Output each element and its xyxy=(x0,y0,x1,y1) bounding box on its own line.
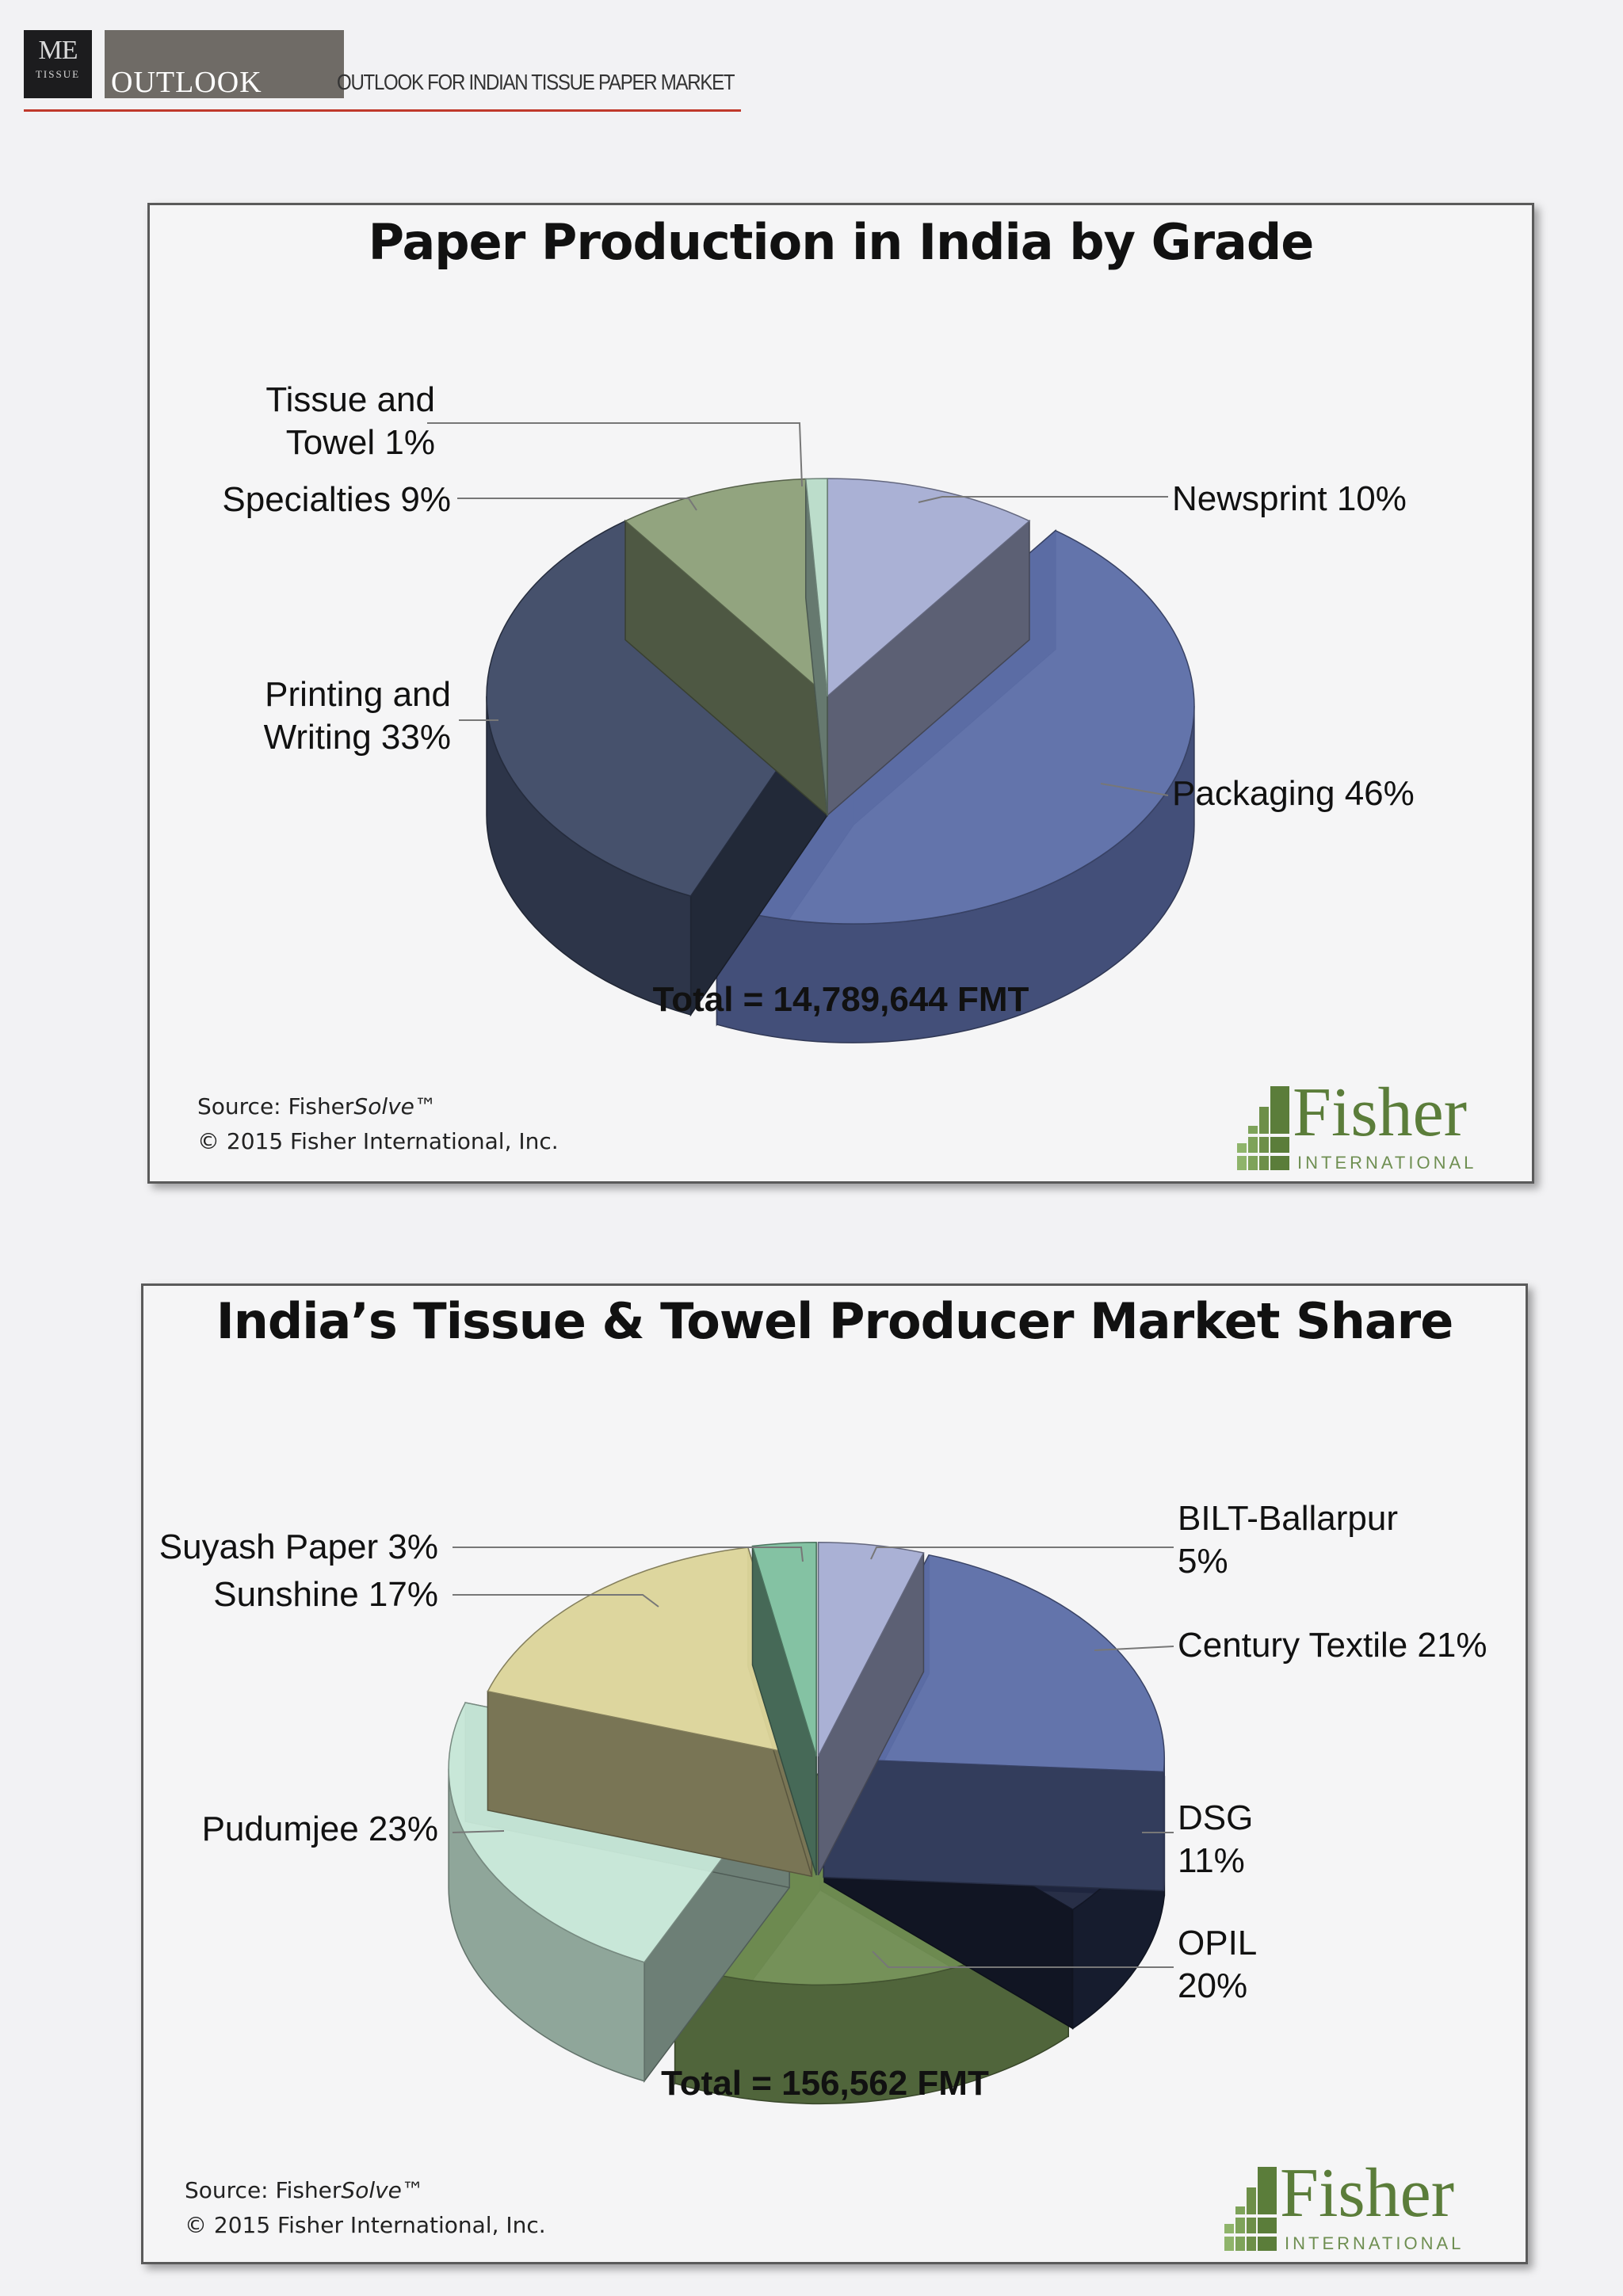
slice-label-newsprint: Newsprint 10% xyxy=(1172,479,1407,518)
fisher-subtitle: INTERNATIONAL xyxy=(1297,1153,1477,1173)
leader-line-pudumjee xyxy=(452,1830,505,1833)
chart-panel-paper-production: Paper Production in India by Grade Newsp… xyxy=(147,203,1534,1184)
slice-label-opil: OPIL 20% xyxy=(1178,1924,1257,2005)
copyright: © 2015 Fisher International, Inc. xyxy=(185,2212,546,2238)
fisher-wordmark: Fisher xyxy=(1293,1074,1467,1151)
pie-chart-paper-production: Newsprint 10% Packaging 46% Printing and Wr… xyxy=(222,380,1415,1043)
leader-line-opil xyxy=(872,1951,1174,1968)
section-tag: OUTLOOK xyxy=(105,30,344,98)
fisher-logo: Fisher INTERNATIONAL xyxy=(1223,2155,1476,2260)
chart-title: Paper Production in India by Grade xyxy=(368,213,1315,271)
chart-title: India’s Tissue & Towel Producer Market S… xyxy=(216,1292,1454,1350)
source-prefix: Source: Fisher xyxy=(197,1093,354,1119)
chart-total: Total = 156,562 FMT xyxy=(661,2064,989,2103)
slice-label-specialties: Specialties 9% xyxy=(222,480,451,519)
leader-line-packaging xyxy=(1100,783,1169,796)
leader-line-newsprint xyxy=(918,496,1168,503)
pie-slice-suyash-paper xyxy=(751,1541,817,1875)
fisher-bars-icon xyxy=(1235,1086,1291,1170)
source-note: Source: FisherSolve™ © 2015 Fisher Inter… xyxy=(197,1089,559,1159)
slice-label-packaging: Packaging 46% xyxy=(1172,774,1415,813)
source-tm: ™ xyxy=(414,1093,437,1119)
pie-slice-newsprint xyxy=(827,478,1031,817)
source-note: Source: FisherSolve™ © 2015 Fisher Inter… xyxy=(185,2173,546,2243)
pie-slice-tissue-and-towel xyxy=(804,478,828,816)
chart-total: Total = 14,789,644 FMT xyxy=(652,980,1029,1019)
source-italic: Solve xyxy=(341,2177,402,2203)
masthead: ME TISSUE OUTLOOK OUTLOOK FOR INDIAN TIS… xyxy=(24,30,745,117)
slice-label-bilt-ballarpur: BILT-Ballarpur 5% xyxy=(1178,1499,1398,1581)
pie-chart-tissue-market-share: BILT-Ballarpur 5% Century Textile 21% DSG 11… xyxy=(159,1499,1487,2105)
source-prefix: Source: Fisher xyxy=(185,2177,342,2203)
slice-label-dsg: DSG 11% xyxy=(1178,1798,1253,1880)
slice-label-sunshine: Sunshine 17% xyxy=(213,1575,438,1614)
fisher-wordmark: Fisher xyxy=(1280,2155,1454,2232)
slice-label-printing-and-writing: Printing and Writing 33% xyxy=(264,675,451,757)
pie-slice-bilt-ballarpur xyxy=(817,1542,925,1876)
source-tm: ™ xyxy=(401,2177,424,2203)
leader-line-suyash-paper xyxy=(453,1547,804,1562)
slice-label-tissue-and-towel: Tissue and Towel 1% xyxy=(265,380,435,462)
masthead-rule xyxy=(24,109,741,112)
leader-line-sunshine xyxy=(453,1594,659,1608)
magazine-logo-sub: TISSUE xyxy=(35,68,81,80)
slice-label-suyash-paper: Suyash Paper 3% xyxy=(159,1527,438,1566)
leader-line-century-textile xyxy=(1094,1646,1174,1651)
leader-line-bilt-ballarpur xyxy=(870,1547,1174,1560)
source-italic: Solve xyxy=(353,1093,414,1119)
chart-panel-tissue-market-share: India’s Tissue & Towel Producer Market S… xyxy=(141,1283,1528,2264)
fisher-bars-icon xyxy=(1223,2167,1278,2251)
slice-label-century-textile: Century Textile 21% xyxy=(1178,1626,1487,1665)
magazine-logo: ME TISSUE xyxy=(24,30,92,98)
fisher-logo: Fisher INTERNATIONAL xyxy=(1235,1074,1489,1180)
leader-line-tissue-and-towel xyxy=(427,422,803,487)
running-head: OUTLOOK FOR INDIAN TISSUE PAPER MARKET xyxy=(337,70,735,94)
fisher-subtitle: INTERNATIONAL xyxy=(1285,2233,1465,2253)
magazine-logo-main: ME xyxy=(38,36,78,65)
section-tag-label: OUTLOOK xyxy=(111,66,262,99)
slice-label-pudumjee: Pudumjee 23% xyxy=(202,1810,438,1848)
leader-line-specialties xyxy=(457,498,697,511)
copyright: © 2015 Fisher International, Inc. xyxy=(197,1128,559,1154)
